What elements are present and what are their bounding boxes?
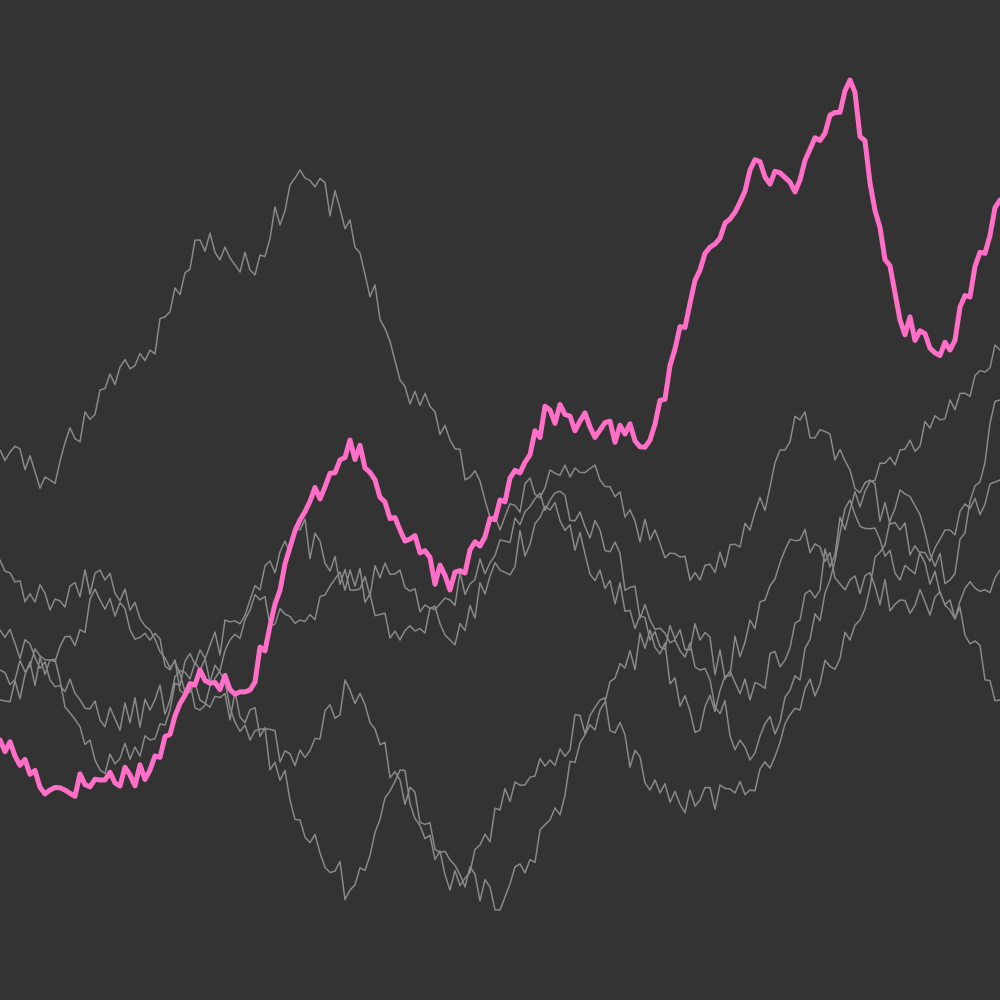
background-series-group (0, 169, 1000, 911)
highlight-series-line (0, 77, 1000, 799)
highlight-series-group (0, 77, 1000, 799)
background-series-line-3 (0, 399, 1000, 901)
background-series-line-1 (0, 169, 1000, 702)
background-series-line-5 (0, 344, 1000, 731)
background-series-line-4 (0, 528, 1000, 911)
